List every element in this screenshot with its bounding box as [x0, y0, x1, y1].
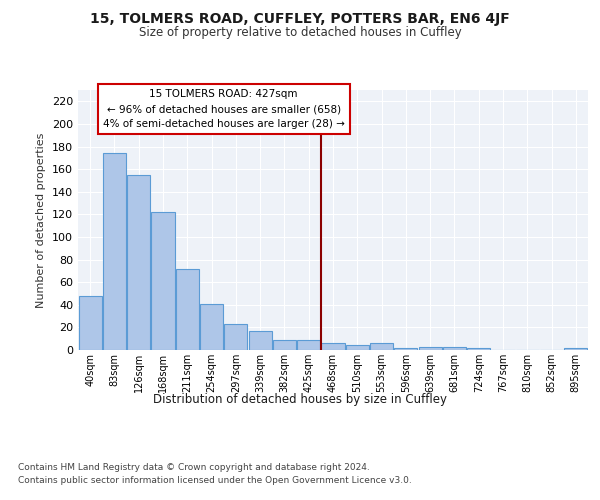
- Text: Size of property relative to detached houses in Cuffley: Size of property relative to detached ho…: [139, 26, 461, 39]
- Bar: [443, 346, 466, 350]
- Text: Distribution of detached houses by size in Cuffley: Distribution of detached houses by size …: [153, 392, 447, 406]
- Bar: [151, 212, 175, 350]
- Bar: [273, 340, 296, 350]
- Bar: [467, 348, 490, 350]
- Bar: [322, 343, 344, 350]
- Bar: [394, 348, 418, 350]
- Bar: [370, 343, 393, 350]
- Text: Contains HM Land Registry data © Crown copyright and database right 2024.: Contains HM Land Registry data © Crown c…: [18, 462, 370, 471]
- Bar: [224, 324, 247, 350]
- Bar: [103, 154, 126, 350]
- Bar: [79, 296, 101, 350]
- Bar: [297, 340, 320, 350]
- Bar: [565, 348, 587, 350]
- Bar: [200, 304, 223, 350]
- Y-axis label: Number of detached properties: Number of detached properties: [37, 132, 46, 308]
- Bar: [419, 346, 442, 350]
- Text: 15, TOLMERS ROAD, CUFFLEY, POTTERS BAR, EN6 4JF: 15, TOLMERS ROAD, CUFFLEY, POTTERS BAR, …: [90, 12, 510, 26]
- Bar: [127, 175, 150, 350]
- Text: Contains public sector information licensed under the Open Government Licence v3: Contains public sector information licen…: [18, 476, 412, 485]
- Text: 15 TOLMERS ROAD: 427sqm
← 96% of detached houses are smaller (658)
4% of semi-de: 15 TOLMERS ROAD: 427sqm ← 96% of detache…: [103, 90, 344, 129]
- Bar: [346, 346, 369, 350]
- Bar: [176, 268, 199, 350]
- Bar: [248, 331, 272, 350]
